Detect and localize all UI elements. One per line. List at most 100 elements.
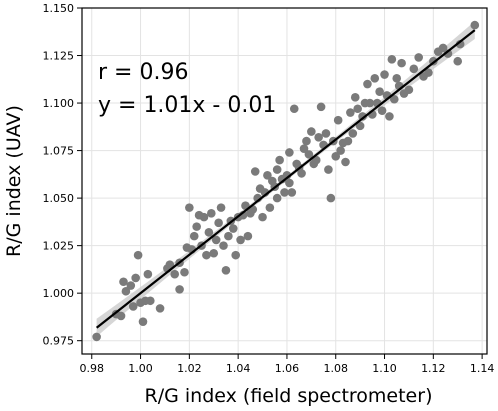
data-point	[316, 102, 326, 112]
data-point	[424, 68, 433, 77]
y-tick-label: 1.050	[43, 192, 75, 205]
data-point	[121, 286, 131, 296]
x-ticks: 0.98 1.00 1.02 1.04 1.06 1.08 1.10 1.12 1.14	[80, 354, 495, 375]
data-point	[414, 53, 423, 62]
data-point	[380, 70, 389, 79]
data-point	[348, 129, 358, 138]
data-point	[192, 222, 201, 231]
data-point	[285, 148, 294, 157]
x-tick-label: 1.14	[470, 362, 495, 375]
data-point	[302, 136, 311, 146]
x-axis-label: R/G index (field spectrometer)	[145, 385, 433, 407]
data-point	[370, 74, 380, 83]
x-tick-label: 1.06	[275, 362, 300, 375]
data-point	[143, 269, 153, 279]
data-point	[219, 241, 228, 250]
data-point	[336, 146, 345, 155]
y-tick-label: 1.025	[43, 240, 75, 253]
data-point	[128, 302, 138, 311]
data-point	[243, 231, 253, 241]
x-tick-label: 1.00	[128, 362, 153, 375]
data-point	[155, 304, 165, 313]
data-point	[202, 250, 211, 260]
data-point	[333, 115, 343, 125]
data-point	[272, 165, 282, 174]
data-point	[363, 79, 372, 89]
data-point	[470, 20, 480, 30]
y-tick-label: 1.125	[43, 50, 75, 63]
data-point	[228, 224, 238, 233]
annotation-r: r = 0.96	[98, 60, 188, 85]
data-point	[211, 235, 221, 245]
data-point	[404, 85, 414, 95]
data-point	[287, 188, 297, 197]
data-point	[392, 74, 402, 83]
data-point	[119, 277, 128, 287]
data-point	[299, 144, 309, 153]
y-tick-label: 1.075	[43, 145, 75, 158]
x-tick-label: 1.10	[372, 362, 397, 375]
data-point	[116, 311, 126, 321]
x-tick-label: 1.04	[226, 362, 251, 375]
x-tick-label: 1.08	[323, 362, 348, 375]
y-axis-label: R/G index (UAV)	[3, 105, 25, 257]
data-point	[207, 209, 216, 218]
data-point	[375, 87, 384, 96]
data-point	[385, 112, 394, 121]
data-point	[321, 129, 331, 138]
x-tick-label: 1.12	[421, 362, 446, 375]
data-point	[377, 106, 387, 115]
plot-frame	[81, 7, 488, 355]
data-point	[324, 165, 333, 174]
data-point	[131, 273, 140, 283]
data-point	[353, 104, 362, 114]
data-point	[289, 104, 299, 114]
data-point	[236, 235, 245, 245]
data-point	[185, 203, 194, 212]
data-point	[355, 121, 365, 131]
data-point	[387, 55, 397, 64]
y-tick-label: 1.100	[43, 97, 75, 110]
regression-line	[95, 29, 476, 329]
data-point	[214, 218, 223, 228]
x-tick-label: 1.02	[177, 362, 202, 375]
x-tick-label: 0.98	[80, 362, 105, 375]
data-point	[189, 231, 199, 241]
data-point	[138, 317, 148, 326]
annotation-equation: y = 1.01x - 0.01	[98, 93, 276, 118]
data-point	[126, 281, 136, 290]
data-point	[297, 169, 306, 178]
data-point	[304, 150, 314, 159]
data-point	[92, 332, 101, 342]
data-point	[133, 250, 143, 260]
y-tick-label: 0.975	[43, 335, 75, 348]
data-point	[326, 193, 336, 203]
data-point	[280, 188, 289, 197]
data-point	[146, 296, 155, 306]
data-point	[199, 212, 209, 222]
y-tick-label: 1.150	[43, 2, 75, 15]
data-point	[224, 231, 233, 241]
data-point	[258, 212, 267, 222]
data-point	[365, 98, 375, 108]
data-point	[397, 58, 406, 68]
y-tick-label: 1.000	[43, 287, 75, 300]
data-point	[175, 285, 184, 294]
data-point	[204, 228, 214, 237]
y-ticks: 0.975 1.000 1.025 1.050 1.075 1.100 1.125 1.150	[43, 2, 82, 348]
data-point	[358, 112, 367, 121]
data-point	[170, 269, 180, 279]
data-point	[343, 136, 353, 146]
fit-line-layer	[95, 29, 476, 329]
data-point	[263, 170, 272, 180]
data-point	[389, 94, 399, 104]
data-point	[275, 155, 284, 165]
data-point	[314, 132, 323, 142]
data-point	[209, 248, 219, 258]
data-point	[231, 250, 241, 260]
data-point	[331, 151, 341, 161]
data-point	[272, 193, 282, 203]
data-point	[350, 93, 360, 102]
